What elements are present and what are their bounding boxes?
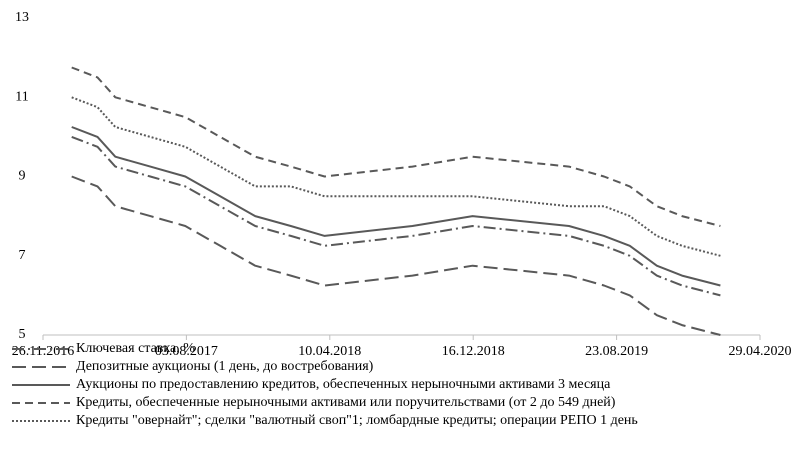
series-line [71,135,721,297]
series-line [71,175,721,336]
x-tick-label: 29.04.2020 [729,344,792,359]
x-tick-label: 16.12.2018 [442,344,505,359]
legend-label: Депозитные аукционы (1 день, до востребо… [76,359,374,374]
legend-label: Ключевая ставка, % [76,341,195,356]
x-tick-label: 03.08.2017 [155,344,218,359]
series-line [71,66,721,227]
y-tick-label: 11 [15,89,28,104]
y-tick-label: 5 [19,327,26,342]
x-tick-label: 23.08.2019 [585,344,648,359]
legend-label: Кредиты, обеспеченные нерыночными актива… [76,395,616,410]
x-tick-label: 10.04.2018 [298,344,361,359]
legend-label: Кредиты "овернайт"; сделки "валютный сво… [76,413,638,428]
y-tick-label: 9 [19,169,26,184]
series-line [71,96,721,257]
y-tick-label: 13 [15,10,29,25]
x-tick-label: 26.11.2016 [12,344,74,359]
legend-label: Аукционы по предоставлению кредитов, обе… [76,377,611,392]
series-line [71,126,721,287]
y-tick-label: 7 [19,248,26,263]
